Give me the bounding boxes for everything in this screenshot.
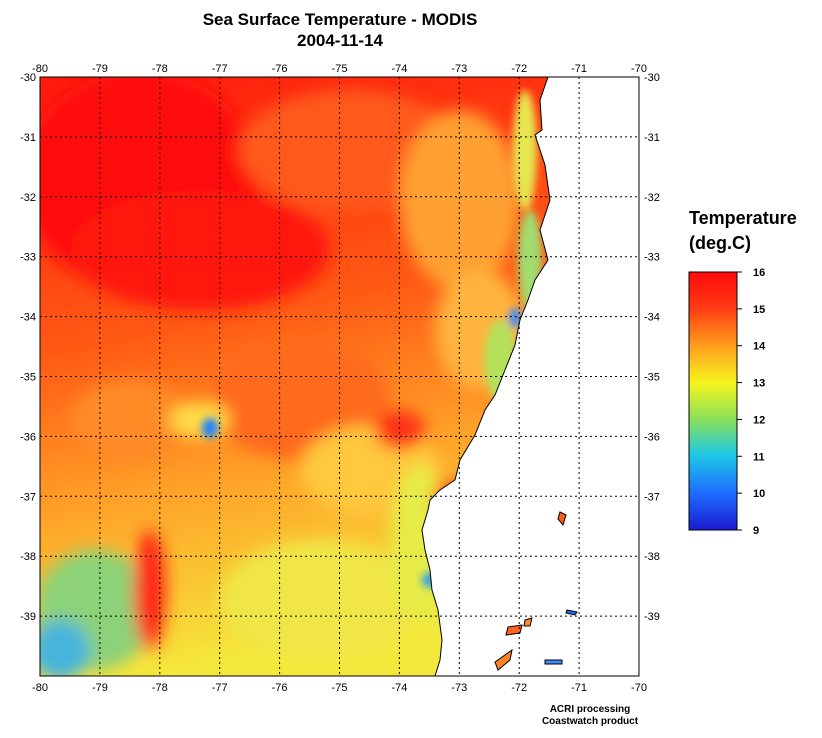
- lat-tick-label-right: -38: [644, 551, 660, 563]
- lat-tick-label-right: -31: [644, 132, 660, 144]
- colorbar-tick-label: 14: [753, 341, 766, 353]
- lon-tick-label-bottom: -74: [391, 682, 407, 694]
- island: [557, 511, 567, 527]
- lat-tick-label-left: -31: [20, 132, 36, 144]
- credit-processing: ACRI processing: [549, 704, 631, 715]
- lon-tick-label-top: -78: [152, 63, 168, 75]
- axis-ticks: -80 -80 -79 -79 -78 -78 -77 -77 -76 -76 -75 -75 -74 -…: [20, 63, 660, 694]
- lat-tick-label-right: -36: [644, 431, 660, 443]
- lon-tick-label-top: -75: [332, 63, 348, 75]
- lon-tick-label-top: -73: [451, 63, 467, 75]
- island: [544, 659, 563, 665]
- lat-tick-label-right: -32: [644, 192, 660, 204]
- lat-tick-label-right: -30: [644, 72, 660, 84]
- island: [523, 617, 533, 627]
- lon-tick-label-bottom: -72: [511, 682, 527, 694]
- credit-product: Coastwatch product: [541, 716, 639, 727]
- island: [565, 609, 578, 616]
- lon-tick-label-bottom: -77: [212, 682, 228, 694]
- lon-tick-label-bottom: -70: [631, 682, 647, 694]
- lat-tick-label-right: -39: [644, 611, 660, 623]
- legend-title: Temperature: [689, 208, 797, 228]
- lat-tick-label-left: -32: [20, 192, 36, 204]
- lat-tick-label-left: -39: [20, 611, 36, 623]
- lat-tick-label-right: -35: [644, 372, 660, 384]
- map-date: 2004-11-14: [296, 31, 384, 50]
- colorbar-tick-label: 15: [753, 304, 765, 316]
- lon-tick-label-bottom: -73: [451, 682, 467, 694]
- lon-tick-label-bottom: -71: [571, 682, 587, 694]
- lon-tick-label-top: -70: [631, 63, 647, 75]
- colorbar-ticks: 16 15 14 13 12 11 10 9: [737, 267, 766, 537]
- island: [505, 624, 523, 636]
- lon-tick-label-top: -76: [272, 63, 288, 75]
- lon-tick-label-top: -71: [571, 63, 587, 75]
- colorbar-tick-label: 12: [753, 414, 765, 426]
- lat-tick-label-left: -35: [20, 372, 36, 384]
- lon-tick-label-top: -80: [32, 63, 48, 75]
- sst-field: [40, 77, 639, 676]
- lon-tick-label-top: -74: [391, 63, 407, 75]
- colorbar-tick-label: 9: [753, 525, 759, 537]
- lon-tick-label-bottom: -80: [32, 682, 48, 694]
- legend-unit: (deg.C): [689, 233, 751, 253]
- map-title: Sea Surface Temperature - MODIS: [202, 10, 478, 29]
- lon-tick-label-bottom: -76: [272, 682, 288, 694]
- lat-tick-label-right: -37: [644, 491, 660, 503]
- lat-tick-label-left: -38: [20, 551, 36, 563]
- lat-tick-label-left: -37: [20, 491, 36, 503]
- lon-tick-label-top: -77: [212, 63, 228, 75]
- colorbar-tick-label: 13: [753, 378, 765, 390]
- lon-tick-label-bottom: -78: [152, 682, 168, 694]
- lat-tick-label-left: -34: [20, 312, 36, 324]
- colorbar-tick-label: 11: [753, 451, 765, 463]
- lat-tick-label-left: -30: [20, 72, 36, 84]
- colorbar-tick-label: 10: [753, 488, 765, 500]
- colorbar-tick-label: 16: [753, 267, 765, 279]
- colorbar: [688, 271, 738, 531]
- island: [494, 648, 513, 671]
- lon-tick-label-bottom: -75: [332, 682, 348, 694]
- lat-tick-label-left: -33: [20, 252, 36, 264]
- lat-tick-label-right: -33: [644, 252, 660, 264]
- lat-tick-label-left: -36: [20, 431, 36, 443]
- lat-tick-label-right: -34: [644, 312, 660, 324]
- lon-tick-label-bottom: -79: [92, 682, 108, 694]
- lon-tick-label-top: -79: [92, 63, 108, 75]
- lon-tick-label-top: -72: [511, 63, 527, 75]
